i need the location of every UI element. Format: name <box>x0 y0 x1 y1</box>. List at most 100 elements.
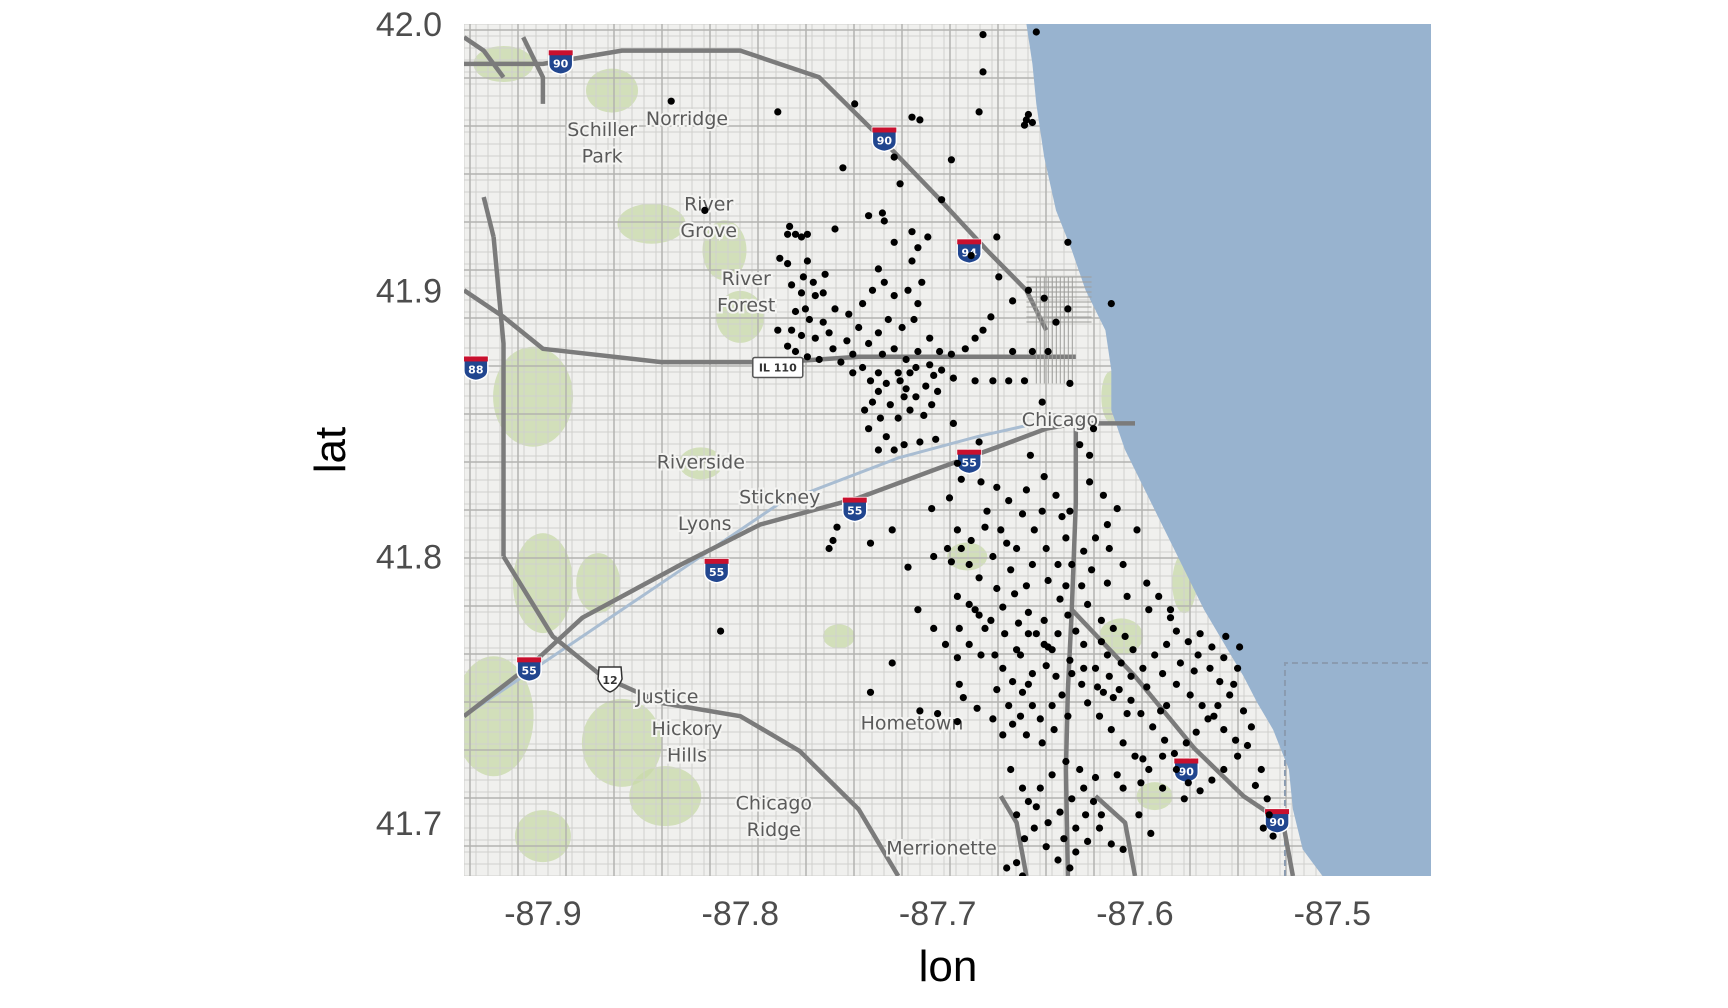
data-point <box>1064 238 1072 246</box>
data-point <box>912 363 920 372</box>
data-point <box>831 225 839 233</box>
place-label: Chicago <box>1022 409 1098 431</box>
data-point <box>955 624 963 633</box>
data-point <box>1172 765 1180 774</box>
y-tick-label: 41.7 <box>376 805 442 843</box>
data-point <box>1226 691 1234 699</box>
data-point <box>918 278 926 286</box>
data-point <box>1137 779 1145 787</box>
data-point <box>1042 843 1050 851</box>
data-point <box>803 353 812 361</box>
data-point <box>1163 640 1171 649</box>
y-axis-title: lat <box>306 427 355 473</box>
data-point <box>908 257 916 265</box>
data-point <box>967 252 975 260</box>
data-point <box>1022 731 1030 739</box>
data-point <box>1009 347 1017 356</box>
data-point <box>1123 710 1131 718</box>
data-point <box>1257 765 1265 774</box>
data-point <box>888 659 896 667</box>
data-point <box>1024 608 1032 617</box>
data-point <box>1247 723 1255 731</box>
highway <box>521 36 546 104</box>
data-point <box>1007 566 1015 574</box>
data-point <box>1005 702 1013 710</box>
interstate-route-shield: 55 <box>516 656 542 683</box>
data-point <box>1058 513 1066 521</box>
x-axis-title: lon <box>919 942 978 991</box>
data-point <box>890 238 898 246</box>
data-point <box>975 438 983 446</box>
data-point <box>880 278 888 286</box>
data-point <box>898 323 906 332</box>
place-label: Grove <box>680 220 737 242</box>
y-tick-label: 41.9 <box>376 272 442 310</box>
data-point <box>829 536 837 545</box>
data-point <box>1133 526 1141 534</box>
data-point <box>805 315 814 324</box>
data-point <box>811 334 819 342</box>
data-point <box>1013 646 1021 654</box>
data-point <box>851 100 859 108</box>
data-point <box>1066 864 1074 872</box>
data-point <box>784 342 792 350</box>
highway <box>491 236 506 557</box>
data-point <box>878 209 887 217</box>
svg-text:90: 90 <box>877 134 893 147</box>
data-point <box>953 526 962 534</box>
data-point <box>987 616 995 625</box>
data-point <box>1139 664 1147 672</box>
data-point <box>1028 670 1036 678</box>
data-point <box>993 483 1001 491</box>
data-point <box>1013 811 1021 819</box>
data-point <box>1068 670 1076 678</box>
data-point <box>1135 811 1143 819</box>
data-point <box>1078 680 1086 688</box>
data-point <box>1105 544 1113 553</box>
data-point <box>1208 643 1216 651</box>
data-point <box>1086 478 1094 486</box>
data-point <box>1040 294 1048 302</box>
data-point <box>809 278 817 286</box>
data-point <box>1159 784 1167 792</box>
data-point <box>1129 646 1137 654</box>
data-point <box>953 592 962 601</box>
data-point <box>965 640 973 649</box>
data-point <box>1198 702 1206 710</box>
data-point <box>1093 683 1102 691</box>
data-point <box>938 196 946 204</box>
place-label: Schiller <box>567 119 637 141</box>
x-tick-label: -87.7 <box>899 895 977 933</box>
data-point <box>916 438 924 446</box>
data-point <box>1265 811 1273 819</box>
data-point <box>1194 651 1202 659</box>
highway <box>464 421 1077 718</box>
data-point <box>1024 110 1032 119</box>
data-point <box>1230 680 1238 688</box>
data-point <box>1048 702 1056 710</box>
data-point <box>1103 579 1111 587</box>
data-point <box>1005 377 1013 385</box>
data-point <box>916 707 924 715</box>
data-point <box>868 398 877 406</box>
data-point <box>1121 632 1129 641</box>
data-point <box>1119 784 1127 792</box>
data-point <box>865 212 873 220</box>
data-point <box>882 379 890 387</box>
data-point <box>934 710 942 718</box>
data-point <box>993 686 1001 694</box>
state-route-shield: IL 110 <box>752 356 804 379</box>
place-label: Stickney <box>739 486 820 508</box>
data-point <box>1020 121 1029 129</box>
data-point <box>1097 638 1105 646</box>
x-tick-label: -87.6 <box>1096 895 1174 933</box>
data-point <box>1088 566 1096 574</box>
data-point <box>1013 544 1021 553</box>
data-point <box>894 369 902 377</box>
place-label: Norridge <box>646 108 728 130</box>
data-point <box>912 393 920 401</box>
data-point <box>1232 736 1240 744</box>
data-point <box>1028 560 1036 569</box>
data-point <box>1066 379 1074 387</box>
